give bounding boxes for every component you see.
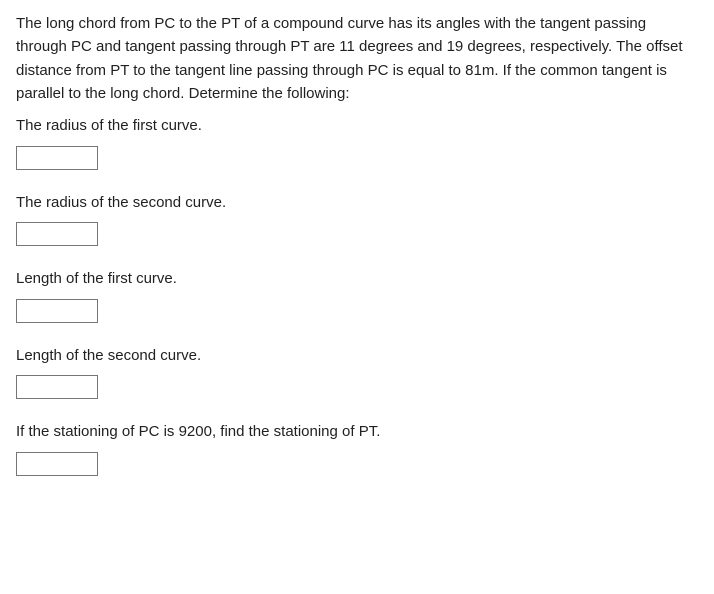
input-length-first[interactable] <box>16 299 98 323</box>
field-block-radius-first: The radius of the first curve. <box>16 115 698 170</box>
problem-statement: The long chord from PC to the PT of a co… <box>16 12 698 105</box>
input-radius-second[interactable] <box>16 222 98 246</box>
label-length-first: Length of the first curve. <box>16 268 698 291</box>
label-length-second: Length of the second curve. <box>16 345 698 368</box>
field-block-length-second: Length of the second curve. <box>16 345 698 400</box>
input-stationing-pt[interactable] <box>16 452 98 476</box>
field-block-length-first: Length of the first curve. <box>16 268 698 323</box>
field-block-radius-second: The radius of the second curve. <box>16 192 698 247</box>
input-length-second[interactable] <box>16 375 98 399</box>
label-radius-second: The radius of the second curve. <box>16 192 698 215</box>
field-block-stationing-pt: If the stationing of PC is 9200, find th… <box>16 421 698 476</box>
question-page: The long chord from PC to the PT of a co… <box>0 0 714 476</box>
label-stationing-pt: If the stationing of PC is 9200, find th… <box>16 421 698 444</box>
label-radius-first: The radius of the first curve. <box>16 115 698 138</box>
input-radius-first[interactable] <box>16 146 98 170</box>
